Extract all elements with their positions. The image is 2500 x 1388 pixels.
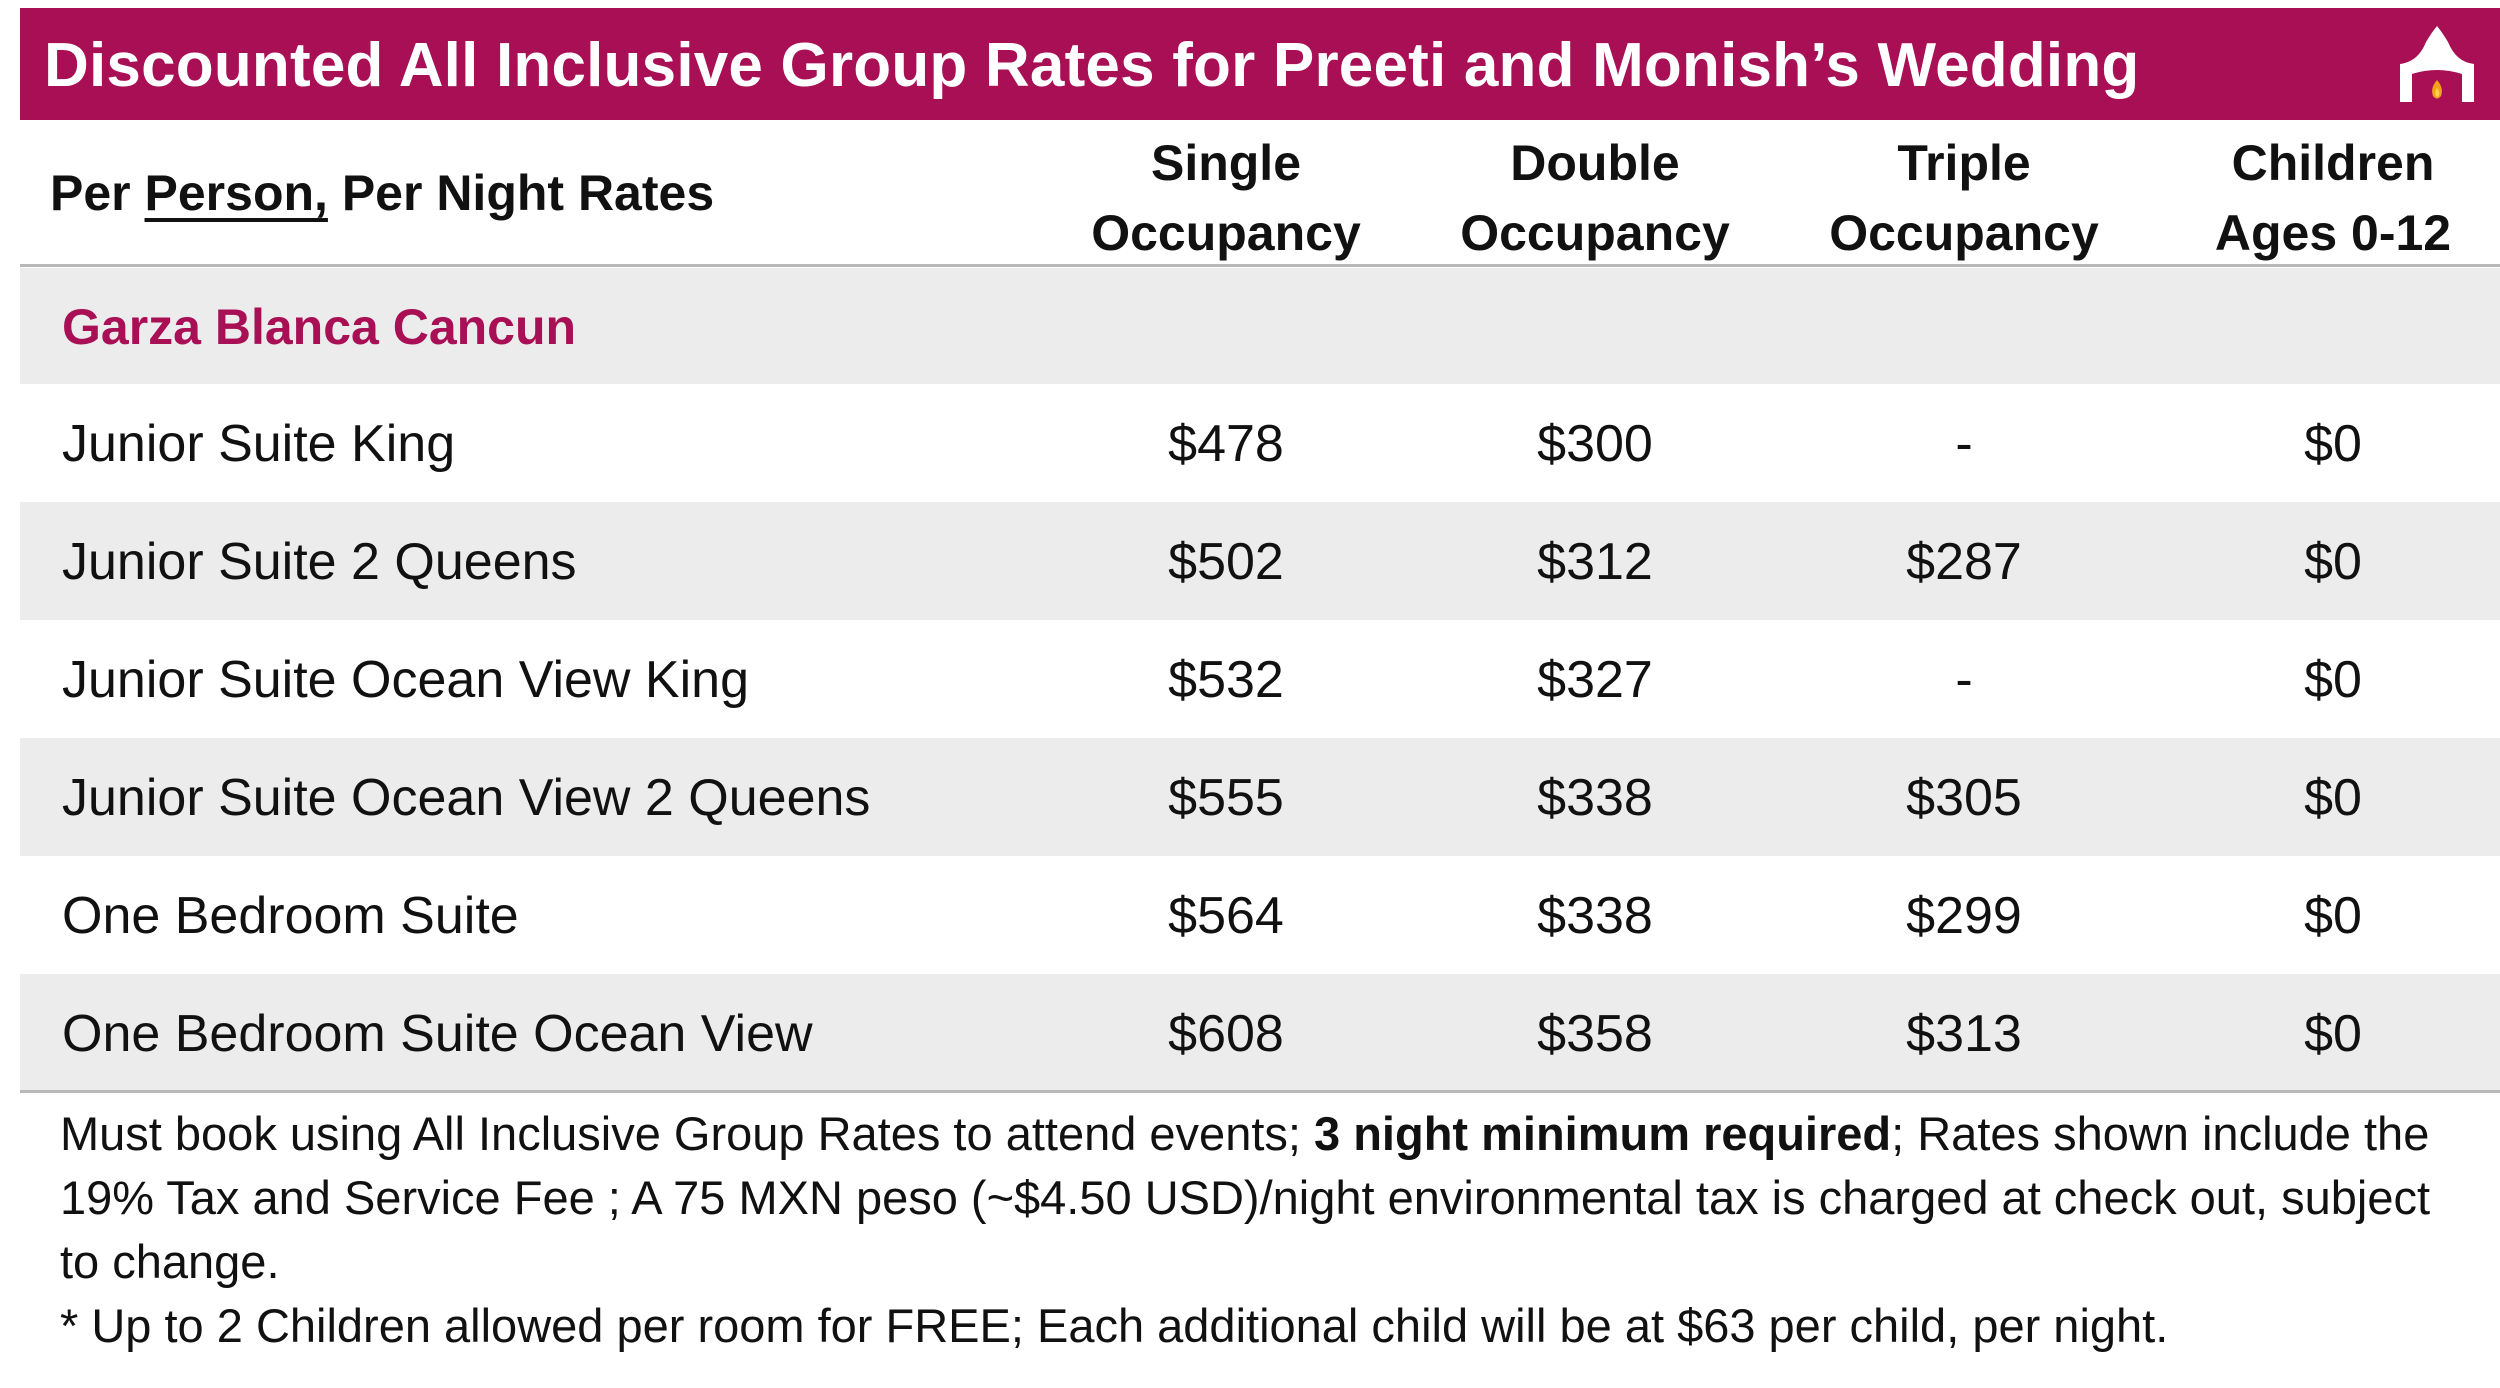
children-rate: $0 — [2304, 1005, 2362, 1063]
title-banner: Discounted All Inclusive Group Rates for… — [20, 8, 2500, 120]
single-rate: $478 — [1168, 415, 1284, 473]
table-row: One Bedroom Suite $564 $338 $299 $0 — [20, 856, 2500, 974]
rate-basis-label: Per Person, Per Night Rates — [50, 165, 715, 221]
triple-rate: $299 — [1906, 887, 2022, 945]
double-rate: $338 — [1537, 769, 1653, 827]
table-row: Junior Suite King $478 $300 - $0 — [20, 384, 2500, 502]
hotel-section-header: Garza Blanca Cancun — [20, 268, 2500, 384]
triple-rate: - — [1955, 651, 1973, 709]
double-rate: $327 — [1537, 651, 1653, 709]
room-type: One Bedroom Suite Ocean View — [62, 1005, 813, 1063]
column-header-single: Single Occupancy — [1091, 135, 1361, 261]
triple-rate: - — [1955, 415, 1973, 473]
room-type: Junior Suite Ocean View King — [62, 651, 749, 709]
single-rate: $502 — [1168, 533, 1284, 591]
double-rate: $300 — [1537, 415, 1653, 473]
room-type: One Bedroom Suite — [62, 887, 519, 945]
single-rate: $555 — [1168, 769, 1284, 827]
rate-rows: Junior Suite King $478 $300 - $0 Junior … — [20, 384, 2500, 1092]
single-rate: $564 — [1168, 887, 1284, 945]
children-rate: $0 — [2304, 651, 2362, 709]
triple-rate: $287 — [1906, 533, 2022, 591]
table-row: Junior Suite Ocean View 2 Queens $555 $3… — [20, 738, 2500, 856]
single-rate: $532 — [1168, 651, 1284, 709]
table-header: Per Person, Per Night Rates Single Occup… — [20, 122, 2500, 267]
room-type: Junior Suite 2 Queens — [62, 533, 577, 591]
children-rate: $0 — [2304, 415, 2362, 473]
double-rate: $312 — [1537, 533, 1653, 591]
booking-requirements-note: Must book using All Inclusive Group Rate… — [60, 1107, 2431, 1288]
table-bottom-rule — [20, 1090, 2500, 1093]
double-rate: $358 — [1537, 1005, 1653, 1063]
room-type: Junior Suite Ocean View 2 Queens — [62, 769, 871, 827]
column-header-children: Children Ages 0-12 — [2214, 135, 2452, 261]
booking-notes: Must book using All Inclusive Group Rate… — [60, 1102, 2460, 1358]
children-rate: $0 — [2304, 533, 2362, 591]
single-rate: $608 — [1168, 1005, 1284, 1063]
double-rate: $338 — [1537, 887, 1653, 945]
children-rate: $0 — [2304, 887, 2362, 945]
children-policy-note: * Up to 2 Children allowed per room for … — [60, 1299, 2169, 1352]
column-header-double: Double Occupancy — [1460, 135, 1730, 261]
table-row: Junior Suite 2 Queens $502 $312 $287 $0 — [20, 502, 2500, 620]
room-type: Junior Suite King — [62, 415, 456, 473]
triple-rate: $305 — [1906, 769, 2022, 827]
triple-rate: $313 — [1906, 1005, 2022, 1063]
page-title: Discounted All Inclusive Group Rates for… — [44, 31, 2140, 100]
table-row: Junior Suite Ocean View King $532 $327 -… — [20, 620, 2500, 738]
column-header-triple: Triple Occupancy — [1829, 135, 2099, 261]
hotel-name: Garza Blanca Cancun — [62, 299, 577, 355]
children-rate: $0 — [2304, 769, 2362, 827]
table-row: One Bedroom Suite Ocean View $608 $358 $… — [20, 974, 2500, 1092]
mandap-flame-icon — [2392, 22, 2482, 112]
